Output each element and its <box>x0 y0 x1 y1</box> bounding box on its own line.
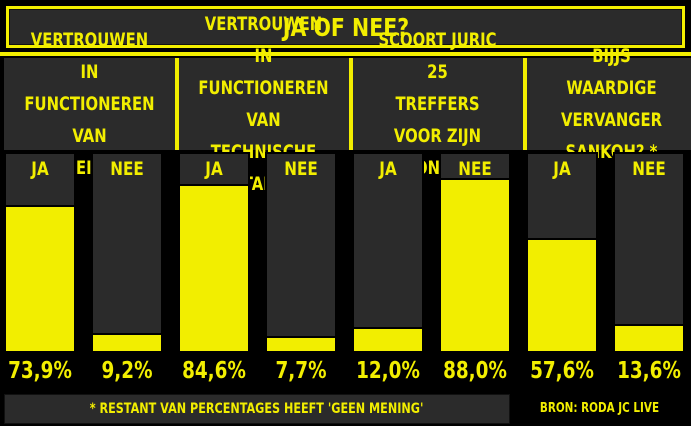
category-label-3-ja: JA <box>379 158 397 180</box>
bar-column-3-ja <box>352 152 424 353</box>
footer-note: * RESTANT VAN PERCENTAGES HEEFT 'GEEN ME… <box>4 394 510 424</box>
title-panel: JA OF NEE? <box>9 9 682 45</box>
bar-4-ja <box>528 238 596 351</box>
data-label-1-ja: 73,9% <box>8 358 72 384</box>
bar-column-4-ja <box>526 152 598 353</box>
data-label-2-ja: 84,6% <box>182 358 246 384</box>
category-label-4-ja: JA <box>553 158 571 180</box>
question-separator-2 <box>349 58 353 150</box>
data-label-1-nee: 9,2% <box>101 358 153 384</box>
bar-1-ja <box>6 205 74 351</box>
category-label-2-nee: NEE <box>284 158 318 180</box>
bar-column-2-ja <box>178 152 250 353</box>
data-label-4-nee: 13,6% <box>617 358 681 384</box>
bar-4-nee <box>615 324 683 351</box>
footer-source-text: BRON: RODA JC LIVE <box>539 400 660 416</box>
question-panel-4: BIJJS WAARDIGE VERVANGER SANKOH? * <box>526 45 691 163</box>
data-label-4-ja: 57,6% <box>530 358 594 384</box>
category-label-1-ja: JA <box>31 158 49 180</box>
bar-2-ja <box>180 184 248 351</box>
category-label-2-ja: JA <box>205 158 223 180</box>
category-label-3-nee: NEE <box>458 158 492 180</box>
divider-strip <box>0 52 691 56</box>
bar-column-2-nee <box>265 152 337 353</box>
question-panel-3: SCOORT JURIC 25 TREFFERS VOOR ZIJN BONUS… <box>352 29 523 179</box>
bar-column-3-nee <box>439 152 511 353</box>
chart-title: JA OF NEE? <box>282 12 409 42</box>
footer-source: BRON: RODA JC LIVE <box>512 394 687 422</box>
category-label-4-nee: NEE <box>632 158 666 180</box>
title-bar: JA OF NEE? <box>4 4 687 50</box>
bar-column-4-nee <box>613 152 685 353</box>
bar-column-1-ja <box>4 152 76 353</box>
question-separator-1 <box>175 58 179 150</box>
footer-note-text: * RESTANT VAN PERCENTAGES HEEFT 'GEEN ME… <box>90 401 424 417</box>
bar-column-1-nee <box>91 152 163 353</box>
data-label-2-nee: 7,7% <box>275 358 327 384</box>
question-panel-1: VERTROUWEN IN FUNCTIONEREN VAN CLUBLEIDI… <box>4 29 175 179</box>
data-label-3-nee: 88,0% <box>443 358 507 384</box>
question-text-4: BIJJS WAARDIGE VERVANGER SANKOH? * <box>560 45 663 163</box>
data-label-3-ja: 12,0% <box>356 358 420 384</box>
question-panel-2: VERTROUWEN IN FUNCTIONEREN VAN TECHNISCH… <box>178 13 349 195</box>
category-label-1-nee: NEE <box>110 158 144 180</box>
bar-1-nee <box>93 333 161 351</box>
bar-3-nee <box>441 178 509 351</box>
question-separator-3 <box>523 58 527 150</box>
bar-3-ja <box>354 327 422 351</box>
bar-2-nee <box>267 336 335 351</box>
